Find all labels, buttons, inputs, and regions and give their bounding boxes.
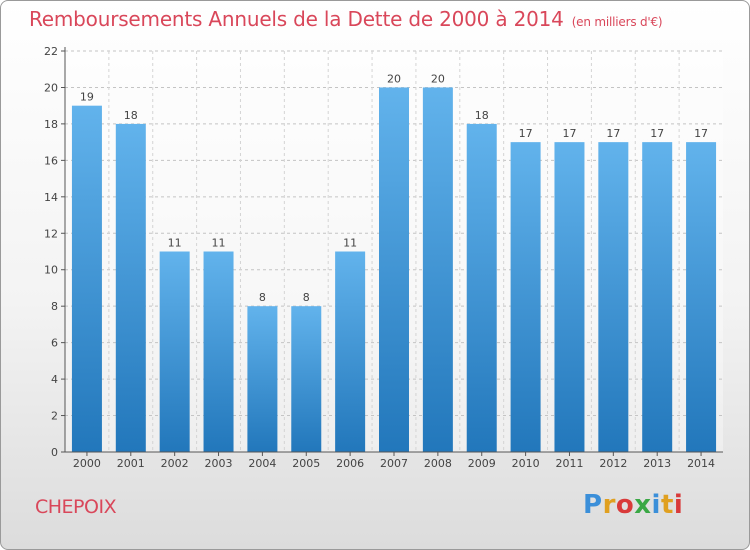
logo-letter: i [651,490,661,520]
labels: 0 2 4 6 8 10 12 14 16 18 20 22 19 2000 18 2001 11 2002 11 2… [44,45,715,470]
x-tick-label: 2010 [512,457,540,470]
bar [159,251,190,452]
y-tick-label: 18 [44,118,58,131]
bar [598,142,629,453]
y-tick-label: 14 [44,191,58,204]
data-label: 18 [124,109,138,122]
x-tick-label: 2014 [687,457,715,470]
bar [642,142,673,453]
y-tick-label: 2 [51,410,58,423]
y-tick-label: 0 [51,446,58,459]
data-label: 20 [387,72,401,85]
logo-letter: i [673,490,684,520]
bar [291,306,322,452]
x-tick-label: 2002 [161,457,189,470]
y-tick-label: 4 [51,373,58,386]
data-label: 17 [606,127,620,140]
x-tick-label: 2004 [248,457,276,470]
x-tick-label: 2001 [117,457,145,470]
data-label: 17 [650,127,664,140]
chart-title: Remboursements Annuels de la Dette de 20… [29,7,663,31]
commune-name: CHEPOIX [35,496,117,518]
bar [379,87,409,453]
x-tick-label: 2007 [380,457,408,470]
bar [203,251,234,452]
bar [510,142,541,453]
x-tick-label: 2005 [292,457,320,470]
data-label: 8 [259,291,266,304]
y-tick-label: 8 [51,300,58,313]
x-tick-label: 2009 [468,457,496,470]
chart-subtitle: (en milliers d'€) [571,15,663,29]
x-tick-label: 2008 [424,457,452,470]
bar [422,87,453,453]
x-tick-label: 2000 [73,457,101,470]
data-label: 17 [519,127,533,140]
y-tick-label: 22 [44,45,58,58]
bars [71,87,717,453]
y-tick-label: 12 [44,227,58,240]
bar [115,123,146,452]
x-tick-label: 2011 [555,457,583,470]
data-label: 11 [168,237,182,250]
bar [686,142,717,453]
x-tick-label: 2006 [336,457,364,470]
data-label: 19 [80,91,94,104]
data-label: 18 [475,109,489,122]
axes [61,47,723,456]
data-label: 11 [343,237,357,250]
data-label: 8 [303,291,310,304]
chart-title-text: Remboursements Annuels de la Dette de 20… [29,7,564,31]
y-tick-label: 16 [44,154,58,167]
data-label: 17 [694,127,708,140]
data-label: 20 [431,72,445,85]
logo-letter: r [602,490,616,520]
data-label: 11 [212,237,226,250]
logo-letter: t [660,490,674,520]
bar [466,123,497,452]
x-tick-label: 2013 [643,457,671,470]
y-tick-label: 10 [44,264,58,277]
logo-letter: x [634,490,652,520]
proxiti-logo: Proxiti [583,490,683,520]
data-label: 17 [562,127,576,140]
x-tick-label: 2012 [599,457,627,470]
y-tick-label: 6 [51,337,58,350]
bar [335,251,366,452]
bar [247,306,278,452]
y-tick-label: 20 [44,81,58,94]
logo-letter: o [615,490,635,520]
bar [71,105,102,452]
logo-letter: P [583,490,603,520]
x-tick-label: 2003 [205,457,233,470]
bar [554,142,585,453]
